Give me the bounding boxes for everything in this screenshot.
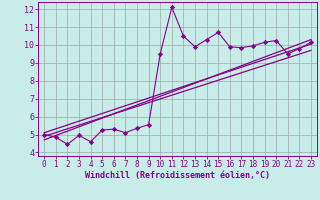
X-axis label: Windchill (Refroidissement éolien,°C): Windchill (Refroidissement éolien,°C) <box>85 171 270 180</box>
